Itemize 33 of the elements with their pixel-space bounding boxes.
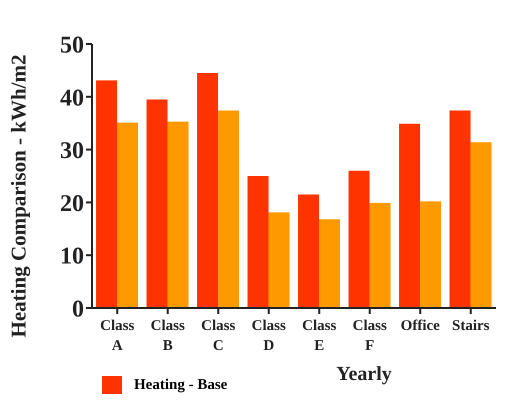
bar — [298, 194, 320, 308]
x-tick-label: Stairs — [452, 318, 490, 334]
y-tick-label: 50 — [60, 32, 84, 59]
x-tick-label: Class F — [352, 318, 387, 354]
x-axis-title: Yearly — [336, 363, 392, 385]
bar — [319, 219, 340, 308]
legend-label: Heating - Base — [134, 376, 228, 394]
bar — [146, 99, 168, 308]
bar — [117, 122, 138, 308]
bar — [268, 212, 290, 308]
y-tick-label: 30 — [60, 138, 84, 164]
x-tick-label: Class A — [100, 318, 134, 354]
bar — [348, 170, 370, 308]
bar — [450, 110, 471, 308]
bar — [248, 176, 269, 308]
y-tick-label: 40 — [60, 85, 84, 112]
x-tick-label: Class D — [252, 318, 286, 354]
bar — [168, 122, 189, 308]
y-tick-label: 20 — [60, 190, 84, 217]
x-tick-label: Office — [400, 318, 440, 334]
bar — [96, 80, 118, 308]
y-tick-label: 0 — [72, 296, 84, 323]
y-tick-label: 10 — [60, 244, 84, 270]
y-axis-title: Heating Comparison - kWh/m2 — [6, 54, 30, 338]
bar — [399, 124, 420, 308]
x-tick-label: Class C — [201, 318, 236, 354]
bar — [197, 73, 218, 308]
x-tick-label: Class B — [150, 318, 185, 354]
bar — [420, 201, 442, 308]
x-tick-label: Class E — [302, 318, 336, 354]
bar — [218, 110, 240, 308]
bar — [470, 142, 492, 308]
bar — [370, 202, 391, 308]
